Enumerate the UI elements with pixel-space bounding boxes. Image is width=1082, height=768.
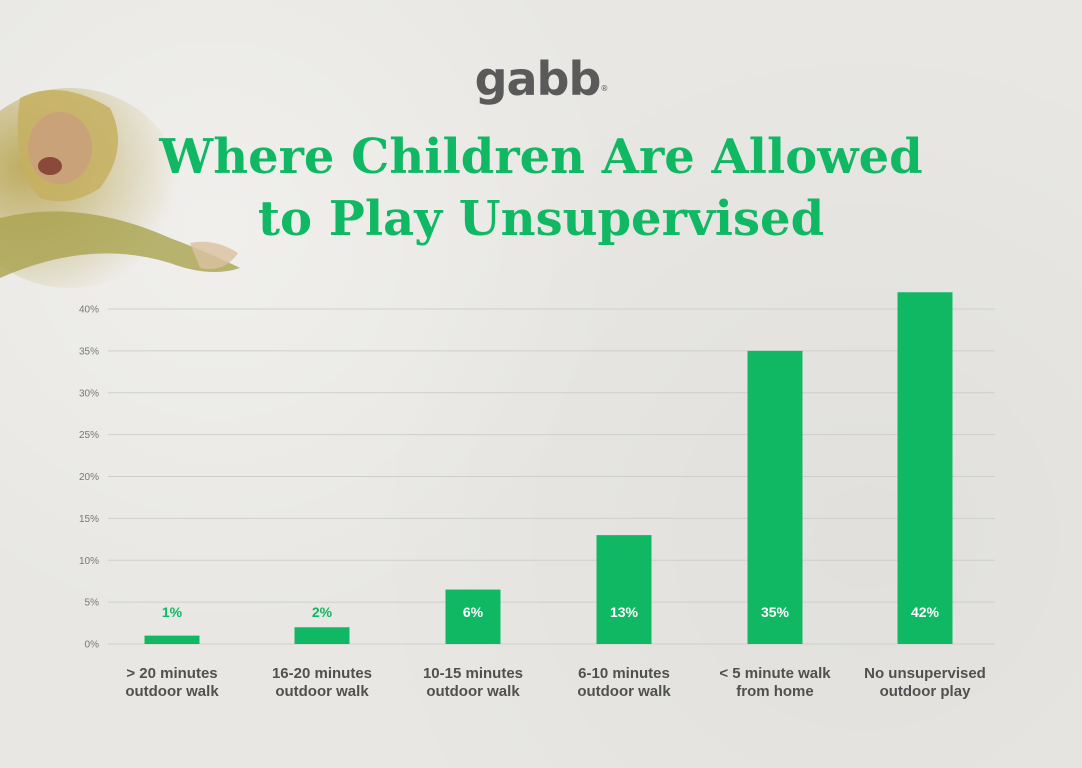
x-category-label: > 20 minutes [126, 665, 217, 682]
bar-chart: 0% 5% 10% 15% 20% 25% 30% 35% 40% 1% 2% 6% 13% 35% 42… [79, 292, 995, 700]
bar [294, 627, 350, 644]
x-category-label: outdoor walk [577, 683, 671, 700]
bar [596, 535, 652, 644]
x-category-label: outdoor walk [125, 683, 219, 700]
bar [747, 350, 803, 644]
x-category-label: 6-10 minutes [578, 665, 670, 682]
x-category-label: outdoor play [880, 683, 971, 700]
y-tick-label: 20% [79, 472, 99, 483]
y-tick-label: 15% [79, 514, 99, 525]
data-label: 42% [911, 604, 940, 620]
chart-title-line-1: Where Children Are Allowed [159, 129, 923, 185]
y-tick-label: 30% [79, 388, 99, 399]
chart-title: Where Children Are Allowed to Play Unsup… [0, 126, 1082, 250]
chart-title-line-2: to Play Unsupervised [257, 191, 825, 247]
y-tick-label: 25% [79, 430, 99, 441]
bar [897, 292, 953, 644]
data-label: 1% [162, 604, 183, 620]
data-label: 6% [463, 604, 484, 620]
x-category-label: 10-15 minutes [423, 665, 523, 682]
y-tick-label: 5% [85, 598, 100, 609]
gridlines [108, 308, 995, 645]
y-axis-ticks: 0% 5% 10% 15% 20% 25% 30% 35% 40% [79, 305, 99, 651]
x-category-label: outdoor walk [426, 683, 520, 700]
bars [144, 292, 953, 644]
y-tick-label: 0% [85, 640, 100, 651]
data-label: 13% [610, 604, 639, 620]
x-category-label: < 5 minute walk [719, 665, 831, 682]
x-category-label: No unsupervised [864, 665, 986, 682]
data-labels: 1% 2% 6% 13% 35% 42% [162, 604, 940, 620]
y-tick-label: 40% [79, 305, 99, 316]
x-category-label: from home [736, 683, 814, 700]
bar [144, 635, 200, 644]
y-tick-label: 35% [79, 346, 99, 357]
bar [445, 589, 501, 644]
gabb-logo: gabb® [474, 52, 609, 106]
data-label: 35% [761, 604, 790, 620]
x-category-label: outdoor walk [275, 683, 369, 700]
child-photo [0, 88, 240, 288]
x-category-label: 16-20 minutes [272, 665, 372, 682]
y-tick-label: 10% [79, 556, 99, 567]
data-label: 2% [312, 604, 333, 620]
